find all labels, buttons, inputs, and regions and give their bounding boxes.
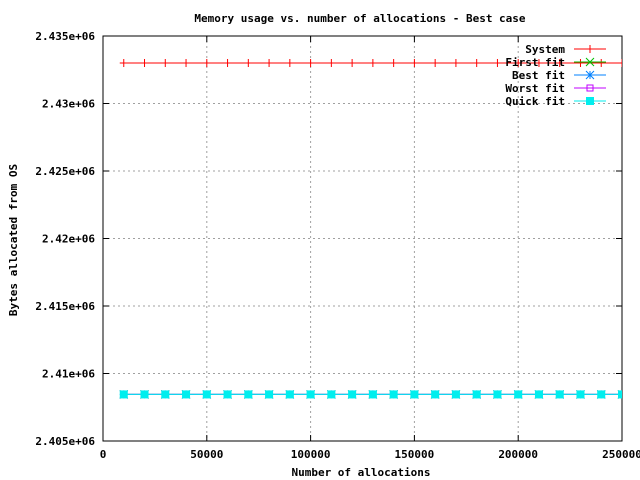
legend-marker-system <box>586 45 594 53</box>
data-point-quick-fit <box>451 390 460 399</box>
data-point-system <box>576 59 585 67</box>
data-point-system <box>244 59 253 67</box>
data-point-system <box>555 59 564 67</box>
x-tick-label: 200000 <box>498 448 538 461</box>
data-point-quick-fit <box>493 390 502 399</box>
axes: 0 50000 100000 150000 200000 250000 2.405e+06 2… <box>35 30 640 461</box>
grid <box>103 36 622 441</box>
data-point-system <box>618 59 622 67</box>
data-point-quick-fit <box>265 390 274 399</box>
data-point-system <box>534 59 543 67</box>
data-point-quick-fit <box>119 390 128 399</box>
y-axis-label: Bytes allocated from OS <box>7 164 20 316</box>
legend-label-quick-fit: Quick fit <box>505 95 565 108</box>
legend-marker-worst-fit <box>586 84 594 92</box>
x-tick-label: 250000 <box>602 448 640 461</box>
data-point-quick-fit <box>431 390 440 399</box>
data-point-system <box>493 59 502 67</box>
y-tick-label: 2.435e+06 <box>35 30 95 43</box>
legend-marker-quick-fit <box>586 97 594 105</box>
data-point-quick-fit <box>161 390 170 399</box>
chart-title: Memory usage vs. number of allocations -… <box>194 12 526 25</box>
data-point-system <box>431 59 440 67</box>
data-point-system <box>348 59 357 67</box>
data-point-quick-fit <box>389 390 398 399</box>
data-point-quick-fit <box>555 390 564 399</box>
data-point-system <box>119 59 128 67</box>
data-point-system <box>223 59 232 67</box>
data-point-system <box>265 59 274 67</box>
data-point-quick-fit <box>410 390 419 399</box>
data-point-quick-fit <box>576 390 585 399</box>
data-point-system <box>368 59 377 67</box>
x-axis-label: Number of allocations <box>291 466 430 479</box>
x-tick-label: 100000 <box>291 448 331 461</box>
data-point-quick-fit <box>472 390 481 399</box>
data-point-system <box>285 59 294 67</box>
x-tick-label: 50000 <box>190 448 223 461</box>
data-point-system <box>161 59 170 67</box>
data-point-system <box>472 59 481 67</box>
data-point-system <box>202 59 211 67</box>
legend-label-worst-fit: Worst fit <box>505 82 565 95</box>
series-quick-fit <box>119 390 622 399</box>
series-layer <box>119 59 622 399</box>
data-point-system <box>410 59 419 67</box>
y-tick-label: 2.42e+06 <box>42 233 95 246</box>
data-point-quick-fit <box>618 390 622 399</box>
data-point-quick-fit <box>348 390 357 399</box>
data-point-system <box>389 59 398 67</box>
x-tick-label: 0 <box>100 448 107 461</box>
data-point-quick-fit <box>306 390 315 399</box>
data-point-quick-fit <box>327 390 336 399</box>
legend-label-best-fit: Best fit <box>512 69 565 82</box>
y-tick-label: 2.405e+06 <box>35 435 95 448</box>
data-point-quick-fit <box>597 390 606 399</box>
data-point-quick-fit <box>202 390 211 399</box>
legend-marker-best-fit <box>585 70 595 80</box>
data-point-system <box>451 59 460 67</box>
legend-label-system: System <box>525 43 565 56</box>
x-tick-label: 150000 <box>395 448 435 461</box>
data-point-system <box>597 59 606 67</box>
data-point-quick-fit <box>368 390 377 399</box>
y-tick-label: 2.43e+06 <box>42 98 95 111</box>
data-point-quick-fit <box>285 390 294 399</box>
data-point-system <box>306 59 315 67</box>
series-system <box>119 59 622 67</box>
y-tick-label: 2.41e+06 <box>42 368 95 381</box>
data-point-system <box>182 59 191 67</box>
legend-marker-first-fit <box>585 57 595 67</box>
legend-label-first-fit: First fit <box>505 56 565 69</box>
data-point-quick-fit <box>182 390 191 399</box>
data-point-quick-fit <box>534 390 543 399</box>
data-point-system <box>327 59 336 67</box>
data-point-quick-fit <box>223 390 232 399</box>
data-point-system <box>514 59 523 67</box>
data-point-system <box>140 59 149 67</box>
data-point-quick-fit <box>140 390 149 399</box>
data-point-quick-fit <box>244 390 253 399</box>
data-point-quick-fit <box>514 390 523 399</box>
y-tick-label: 2.415e+06 <box>35 300 95 313</box>
y-tick-label: 2.425e+06 <box>35 165 95 178</box>
